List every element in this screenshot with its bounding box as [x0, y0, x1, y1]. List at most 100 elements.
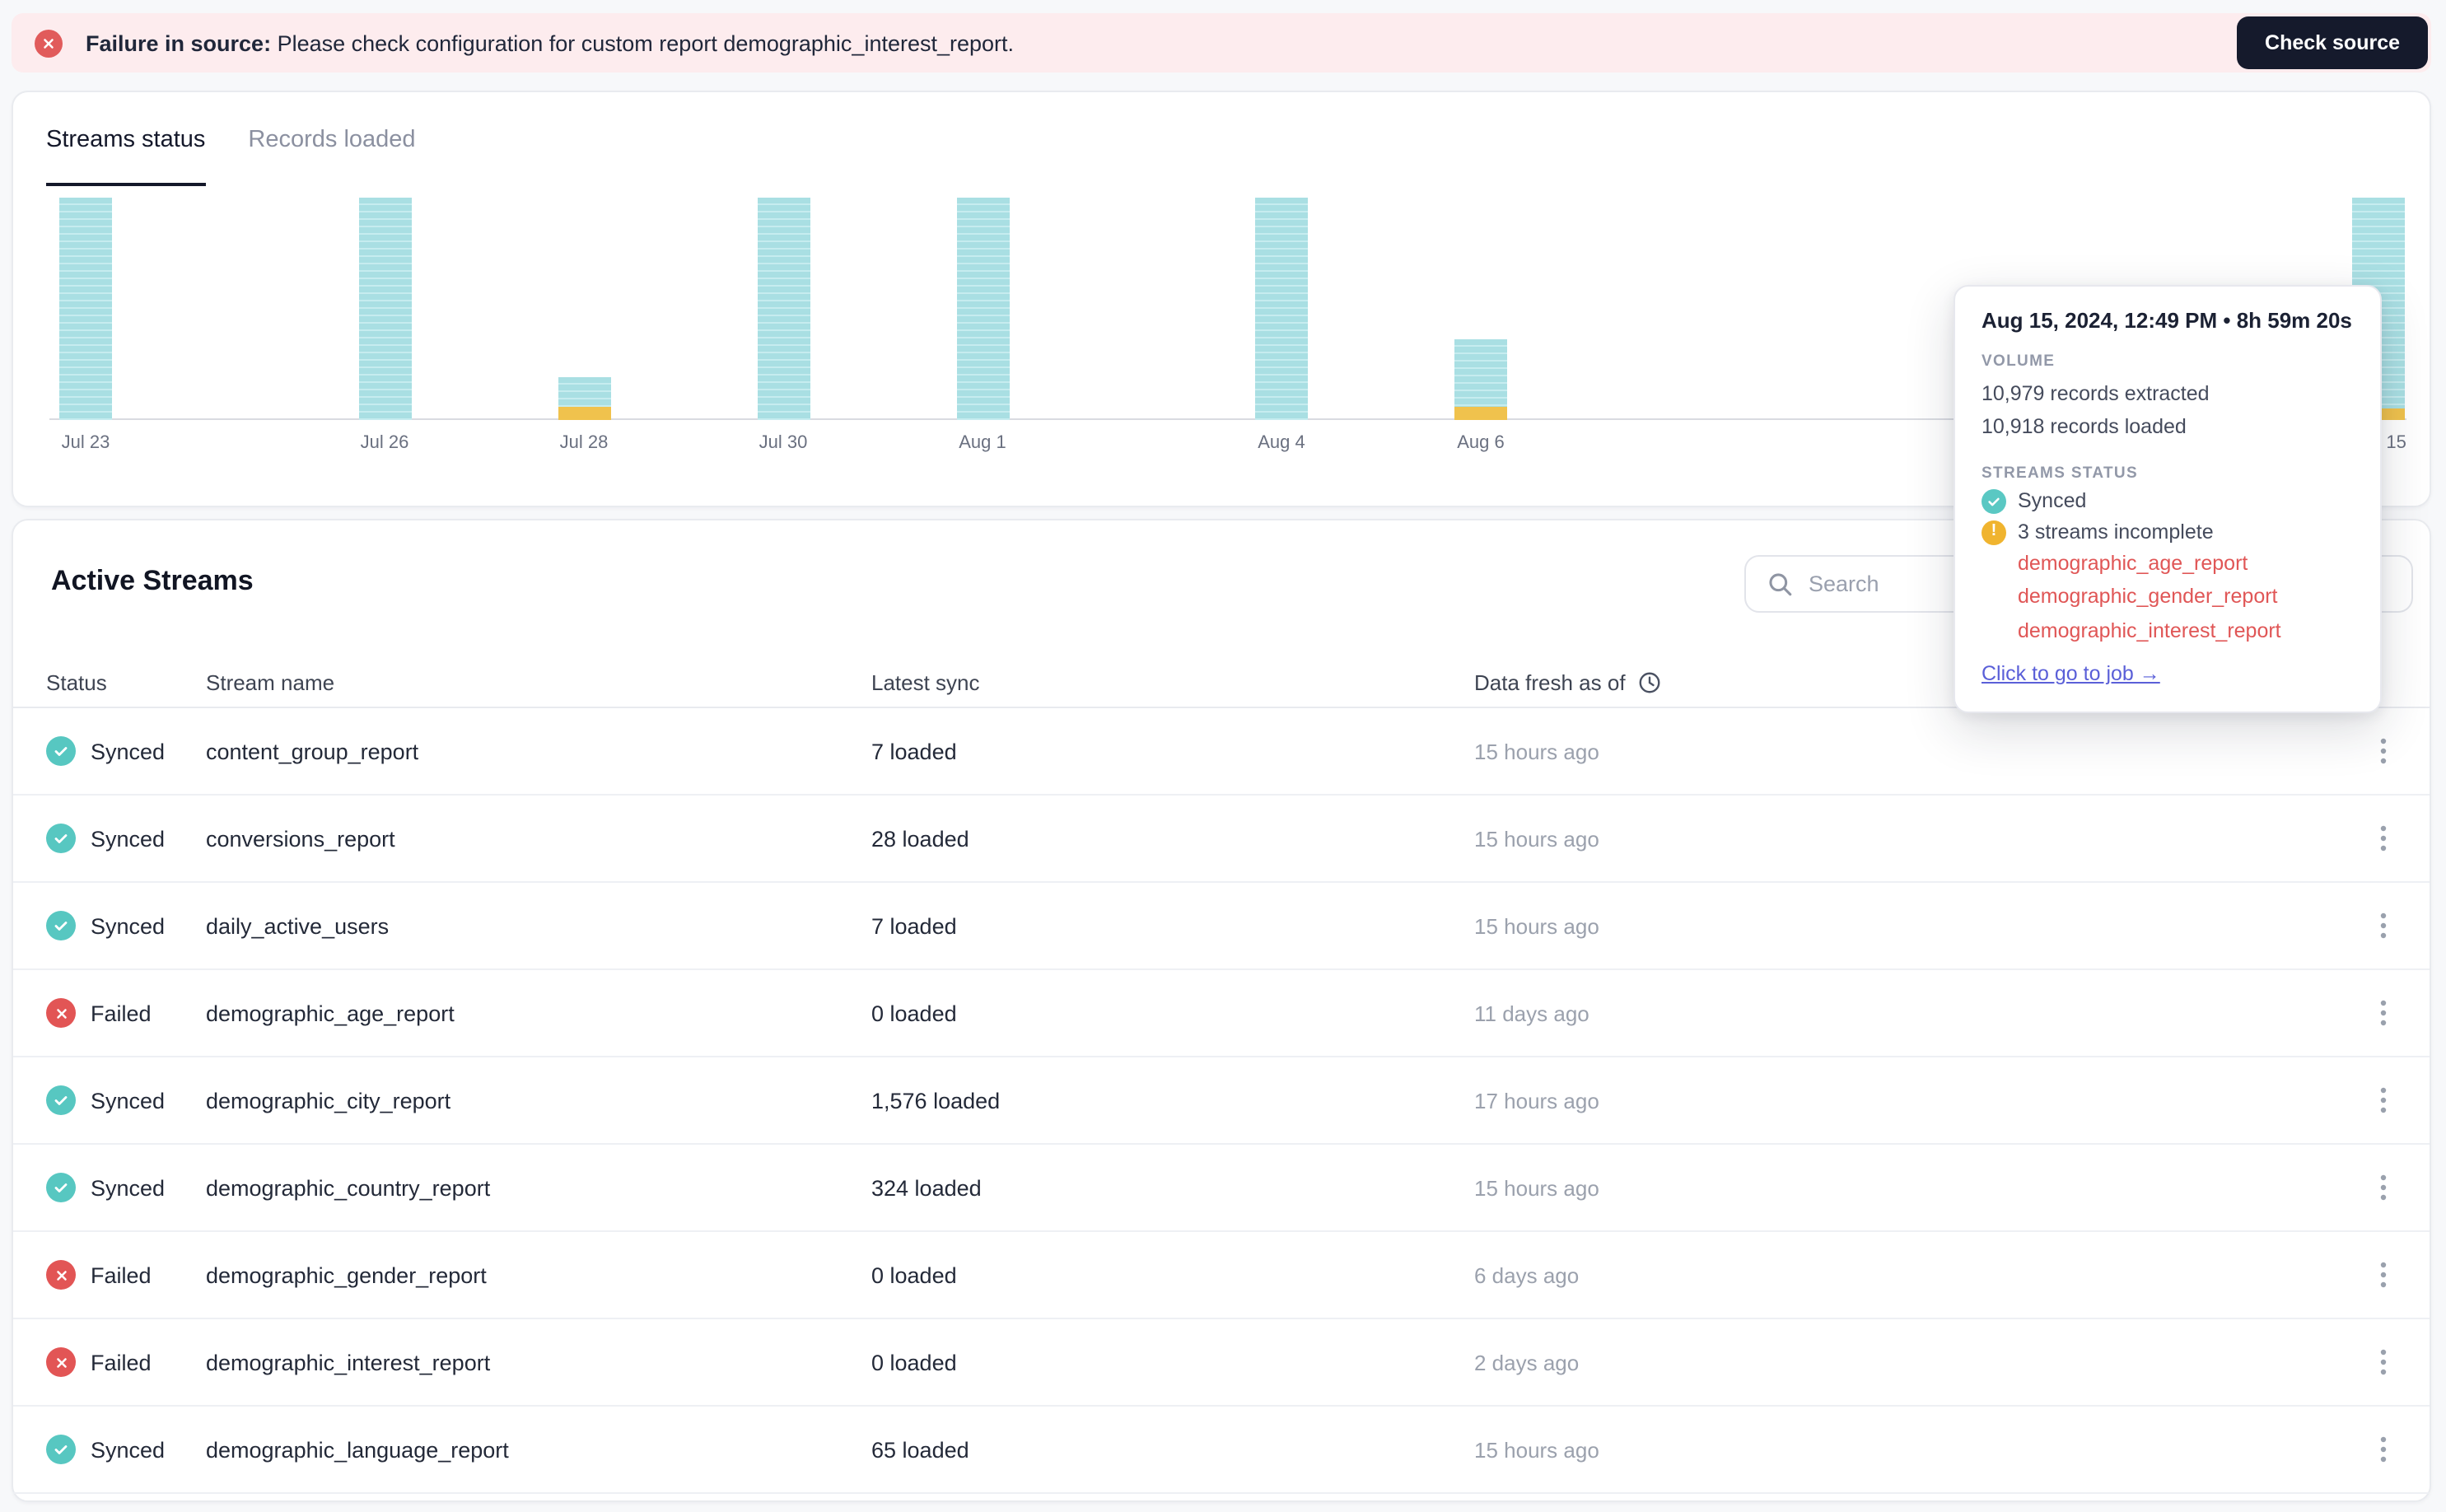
chart-bar-synced[interactable]	[558, 377, 610, 407]
warning-icon: !	[1982, 520, 2006, 544]
tooltip-synced-label: Synced	[2018, 489, 2087, 512]
status-label: Synced	[91, 739, 166, 763]
stream-name: daily_active_users	[206, 913, 390, 938]
tooltip-incomplete-label: 3 streams incomplete	[2018, 520, 2214, 544]
x-axis-label: Jul 23	[61, 433, 110, 453]
tooltip-volume-heading: Volume	[1982, 352, 2056, 371]
alert-banner: Failure in source: Please check configur…	[12, 13, 2431, 72]
tooltip-title: Aug 15, 2024, 12:49 PM • 8h 59m 20s	[1982, 308, 2352, 333]
tab-streams-status[interactable]: Streams status	[46, 92, 206, 186]
table-row: Synced demographic_city_report 1,576 loade…	[13, 1057, 2430, 1145]
failed-x-icon	[46, 1347, 76, 1377]
latest-sync-value: 0 loaded	[871, 1350, 957, 1374]
search-icon	[1769, 573, 1792, 596]
x-axis-label: Jul 28	[559, 433, 609, 453]
latest-sync-value: 324 loaded	[871, 1175, 982, 1200]
chart-bar-incomplete[interactable]	[1454, 406, 1507, 420]
stream-name: demographic_city_report	[206, 1088, 451, 1113]
data-fresh-value: 15 hours ago	[1474, 1175, 1599, 1200]
synced-check-icon	[46, 824, 76, 853]
status-label: Synced	[91, 826, 166, 851]
stream-name: demographic_interest_report	[206, 1350, 491, 1374]
table-row: Synced daily_active_users 7 loaded 15 hours…	[13, 883, 2430, 970]
row-menu-button[interactable]	[2370, 1080, 2397, 1120]
synced-check-icon	[46, 1435, 76, 1464]
col-status: Status	[46, 670, 107, 695]
chart-tooltip: Aug 15, 2024, 12:49 PM • 8h 59m 20s Volu…	[1954, 285, 2382, 713]
synced-check-icon	[1982, 488, 2006, 513]
data-fresh-value: 15 hours ago	[1474, 739, 1599, 763]
row-menu-button[interactable]	[2370, 1430, 2397, 1469]
section-title: Active Streams	[51, 565, 254, 596]
check-source-button[interactable]: Check source	[2237, 16, 2428, 69]
streams-bar-chart: Jul 23 Jul 26 Jul 28 Jul 30 Aug 1 Aug 4 Aug 6 A…	[13, 92, 2430, 506]
table-row: Synced content_group_report 7 loaded 15 hou…	[13, 708, 2430, 796]
status-label: Synced	[91, 1175, 166, 1200]
status-label: Failed	[91, 1001, 152, 1025]
status-label: Failed	[91, 1262, 152, 1287]
row-menu-button[interactable]	[2370, 731, 2397, 771]
stream-name: conversions_report	[206, 826, 395, 851]
latest-sync-value: 0 loaded	[871, 1001, 957, 1025]
row-menu-button[interactable]	[2370, 819, 2397, 858]
row-menu-button[interactable]	[2370, 1168, 2397, 1207]
chart-bar-synced[interactable]	[757, 198, 810, 420]
latest-sync-value: 65 loaded	[871, 1437, 969, 1462]
table-row: Failed demographic_age_report 0 loaded 11 d…	[13, 970, 2430, 1057]
tooltip-streams-heading: Streams status	[1982, 464, 2138, 482]
x-axis-label: Jul 30	[759, 433, 808, 453]
chart-bar-synced[interactable]	[956, 198, 1009, 420]
table-row: Synced demographic_language_report 65 load…	[13, 1407, 2430, 1494]
status-label: Failed	[91, 1350, 152, 1374]
synced-check-icon	[46, 1085, 76, 1115]
clock-icon	[1639, 672, 1660, 693]
incomplete-stream-link[interactable]: demographic_age_report	[2018, 551, 2248, 574]
latest-sync-value: 7 loaded	[871, 739, 957, 763]
go-to-job-link[interactable]: Click to go to job →	[1982, 662, 2160, 685]
failed-x-icon	[46, 1260, 76, 1290]
chart-bar-incomplete[interactable]	[558, 406, 610, 420]
col-latest-sync: Latest sync	[871, 670, 980, 695]
data-fresh-value: 6 days ago	[1474, 1262, 1580, 1287]
status-label: Synced	[91, 1088, 166, 1113]
table-header: Status Stream name Latest sync Data fres…	[13, 659, 2430, 708]
data-fresh-value: 15 hours ago	[1474, 1437, 1599, 1462]
synced-check-icon	[46, 736, 76, 766]
latest-sync-value: 28 loaded	[871, 826, 969, 851]
chart-bar-synced[interactable]	[59, 198, 112, 420]
stream-name: demographic_country_report	[206, 1175, 491, 1200]
alert-message: Failure in source: Please check configur…	[86, 30, 1014, 55]
table-row: Failed demographic_interest_report 0 loade…	[13, 1319, 2430, 1407]
incomplete-stream-link[interactable]: demographic_gender_report	[2018, 585, 2278, 608]
alert-message-rest: Please check configuration for custom re…	[271, 30, 1015, 55]
row-menu-button[interactable]	[2370, 993, 2397, 1033]
x-axis-label: Jul 26	[360, 433, 409, 453]
chart-bar-synced[interactable]	[358, 198, 411, 420]
status-label: Synced	[91, 1437, 166, 1462]
col-stream-name: Stream name	[206, 670, 335, 695]
x-axis-label: Aug 1	[959, 433, 1006, 453]
x-axis-line	[49, 418, 2406, 420]
row-menu-button[interactable]	[2370, 1342, 2397, 1382]
row-menu-button[interactable]	[2370, 906, 2397, 945]
failed-x-icon	[46, 998, 76, 1028]
latest-sync-value: 7 loaded	[871, 913, 957, 938]
incomplete-stream-link[interactable]: demographic_interest_report	[2018, 618, 2281, 642]
chart-bar-synced[interactable]	[1454, 339, 1507, 407]
stream-name: demographic_age_report	[206, 1001, 455, 1025]
x-axis-label: Aug 6	[1457, 433, 1505, 453]
stream-name: demographic_gender_report	[206, 1262, 487, 1287]
data-fresh-value: 17 hours ago	[1474, 1088, 1599, 1113]
data-fresh-value: 11 days ago	[1474, 1001, 1589, 1025]
table-row: Synced demographic_country_report 324 load…	[13, 1145, 2430, 1232]
row-menu-button[interactable]	[2370, 1255, 2397, 1295]
synced-check-icon	[46, 1173, 76, 1202]
tooltip-records-loaded: 10,918 records loaded	[1982, 415, 2187, 439]
chart-bar-synced[interactable]	[1255, 198, 1308, 420]
table-body: Synced content_group_report 7 loaded 15 hou…	[13, 708, 2430, 1494]
tab-records-loaded[interactable]: Records loaded	[248, 126, 416, 152]
stream-name: content_group_report	[206, 739, 419, 763]
stream-name: demographic_language_report	[206, 1437, 509, 1462]
col-data-fresh: Data fresh as of	[1474, 670, 1626, 695]
